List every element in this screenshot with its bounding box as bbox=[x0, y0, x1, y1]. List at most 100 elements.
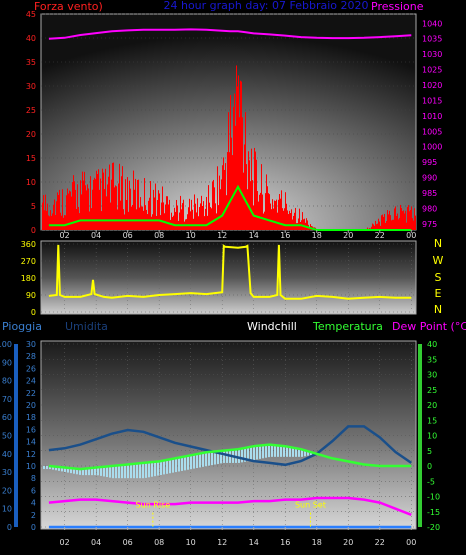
wind-bar bbox=[410, 209, 411, 230]
windchill-bar bbox=[139, 463, 141, 479]
wind-bar bbox=[288, 214, 289, 230]
wind-bar bbox=[145, 205, 146, 230]
wind-bar bbox=[237, 86, 238, 230]
windchill-bar bbox=[181, 457, 183, 471]
wind-bar bbox=[222, 165, 223, 230]
wind-bar bbox=[169, 199, 170, 230]
wind-bar bbox=[67, 188, 68, 230]
wind-bar bbox=[100, 178, 101, 230]
wind-bar bbox=[174, 207, 175, 230]
wind-bar bbox=[376, 224, 377, 230]
wind-bar bbox=[403, 210, 404, 230]
wind-bar bbox=[50, 210, 51, 230]
windchill-bar bbox=[121, 465, 123, 479]
windchill-bar bbox=[289, 446, 291, 457]
direction-grid bbox=[41, 243, 416, 313]
windchill-bar bbox=[145, 462, 147, 478]
wind-bar bbox=[254, 147, 255, 230]
wind-bar bbox=[310, 224, 311, 230]
windchill-bar bbox=[190, 455, 192, 470]
wind-bar bbox=[97, 173, 98, 230]
dewpoint-y-tick: 35 bbox=[427, 355, 437, 364]
windchill-bar bbox=[250, 446, 252, 461]
wind-bar bbox=[165, 204, 166, 230]
humidity-y-tick: 10 bbox=[26, 462, 36, 471]
wind-bar bbox=[195, 203, 196, 230]
wind-bar bbox=[104, 189, 105, 230]
wind-bar bbox=[227, 152, 228, 230]
wind-bar bbox=[45, 194, 46, 230]
wind-bar bbox=[280, 198, 281, 230]
wind-bar bbox=[64, 215, 65, 230]
wind-bar bbox=[371, 226, 372, 230]
wind-bar bbox=[150, 181, 151, 230]
wind-bar bbox=[383, 216, 384, 230]
wind-bar bbox=[389, 210, 390, 230]
wind-bar bbox=[396, 215, 397, 230]
wind-bar bbox=[384, 213, 385, 230]
wind-bar bbox=[230, 95, 231, 230]
wind-bar bbox=[196, 212, 197, 230]
windchill-bar bbox=[163, 460, 165, 475]
windchill-bar bbox=[292, 447, 294, 457]
direction-y-tick: 0 bbox=[31, 308, 36, 317]
windchill-bar bbox=[82, 468, 84, 476]
bottom-x-tick-label: 18 bbox=[312, 538, 322, 547]
windchill-bar bbox=[115, 465, 117, 479]
wind-bar bbox=[271, 209, 272, 230]
wind-bar bbox=[269, 194, 270, 230]
wind-bar bbox=[204, 216, 205, 230]
wind-bar bbox=[198, 216, 199, 230]
windchill-bar bbox=[283, 445, 285, 457]
wind-bar bbox=[248, 151, 249, 230]
pressure-y-tick: 1035 bbox=[422, 35, 442, 44]
windchill-bar bbox=[169, 459, 171, 474]
humidity-y-tick: 30 bbox=[26, 340, 36, 349]
windchill-bar bbox=[259, 445, 261, 459]
wind-bar bbox=[398, 219, 399, 230]
wind-bar bbox=[149, 197, 150, 230]
wind-bar bbox=[122, 166, 123, 230]
windchill-bar bbox=[193, 454, 195, 469]
windchill-bar bbox=[205, 452, 207, 467]
wind-bar bbox=[135, 178, 136, 230]
windchill-bar bbox=[166, 460, 168, 474]
windchill-bar bbox=[67, 467, 69, 473]
wind-bar bbox=[379, 221, 380, 230]
dewpoint-y-tick: 40 bbox=[427, 340, 437, 349]
wind-bar bbox=[249, 160, 250, 230]
wind-bar bbox=[90, 176, 91, 230]
header-right-label: Pressione bbox=[371, 0, 424, 13]
compass-letter: N bbox=[434, 237, 442, 250]
wind-bar bbox=[202, 205, 203, 230]
wind-bar bbox=[130, 188, 131, 230]
wind-bar bbox=[183, 199, 184, 230]
pressure-y-tick: 1030 bbox=[422, 50, 442, 59]
wind-bar bbox=[226, 195, 227, 230]
wind-bar bbox=[71, 196, 72, 230]
wind-bar bbox=[197, 198, 198, 230]
wind-bar bbox=[284, 208, 285, 230]
windchill-bar bbox=[307, 450, 309, 456]
wind-bar bbox=[213, 179, 214, 230]
wind-bar bbox=[156, 215, 157, 230]
windchill-bar bbox=[268, 444, 270, 458]
humidity-y-tick: 24 bbox=[26, 377, 36, 386]
windchill-bar bbox=[187, 456, 189, 470]
wind-bar bbox=[216, 213, 217, 230]
wind-bars bbox=[42, 65, 416, 231]
windchill-label: Windchill bbox=[247, 320, 297, 333]
wind-bar bbox=[374, 225, 375, 230]
wind-bar bbox=[224, 169, 225, 230]
wind-bar bbox=[132, 204, 133, 230]
wind-bar bbox=[75, 189, 76, 230]
bottom-x-tick-label: 22 bbox=[375, 538, 385, 547]
wind-bar bbox=[112, 162, 113, 230]
wind-bar bbox=[270, 203, 271, 230]
wind-bar bbox=[72, 182, 73, 230]
wind-bar bbox=[285, 192, 286, 230]
wind-bar bbox=[217, 166, 218, 230]
wind-bar bbox=[256, 159, 257, 230]
wind-bar bbox=[98, 169, 99, 230]
